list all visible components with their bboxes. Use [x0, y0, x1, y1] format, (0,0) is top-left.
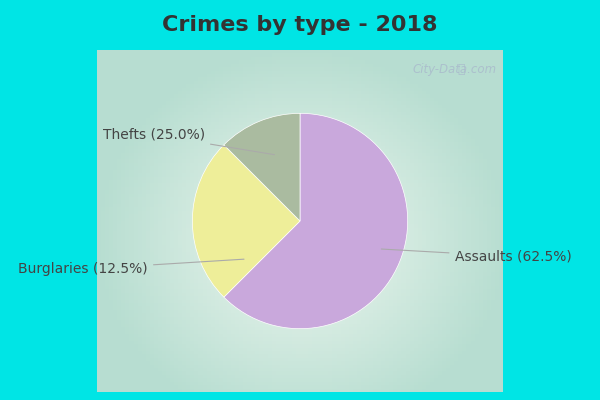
Text: ⓘ: ⓘ	[457, 63, 464, 76]
Text: City-Data.com: City-Data.com	[412, 63, 496, 76]
Text: Crimes by type - 2018: Crimes by type - 2018	[162, 15, 438, 35]
Text: Burglaries (12.5%): Burglaries (12.5%)	[19, 259, 244, 276]
Text: Assaults (62.5%): Assaults (62.5%)	[382, 249, 571, 264]
Wedge shape	[224, 113, 300, 221]
Text: Thefts (25.0%): Thefts (25.0%)	[103, 128, 274, 155]
Wedge shape	[224, 113, 407, 329]
Wedge shape	[193, 145, 300, 297]
